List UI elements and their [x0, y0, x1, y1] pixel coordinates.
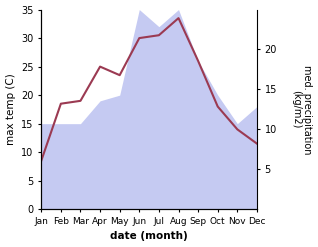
Y-axis label: max temp (C): max temp (C): [5, 74, 16, 145]
X-axis label: date (month): date (month): [110, 231, 188, 242]
Y-axis label: med. precipitation
(kg/m2): med. precipitation (kg/m2): [291, 65, 313, 154]
